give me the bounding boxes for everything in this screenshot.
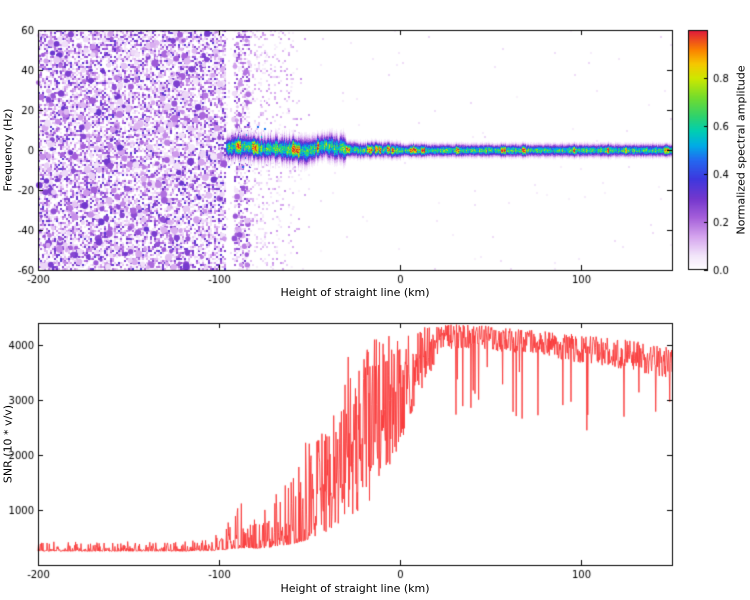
spectrogram-y-axis-label: Frequency (Hz) [1, 108, 15, 192]
snr-y-axis-label: SNR (10 * v/v) [1, 404, 15, 484]
spectrogram-x-axis-label: Height of straight line (km) [280, 286, 430, 299]
spectrogram-panel [0, 0, 750, 300]
colorbar-label: Normalized spectral amplitude [734, 65, 748, 235]
snr-panel [0, 300, 750, 600]
snr-x-axis-label: Height of straight line (km) [280, 582, 430, 595]
